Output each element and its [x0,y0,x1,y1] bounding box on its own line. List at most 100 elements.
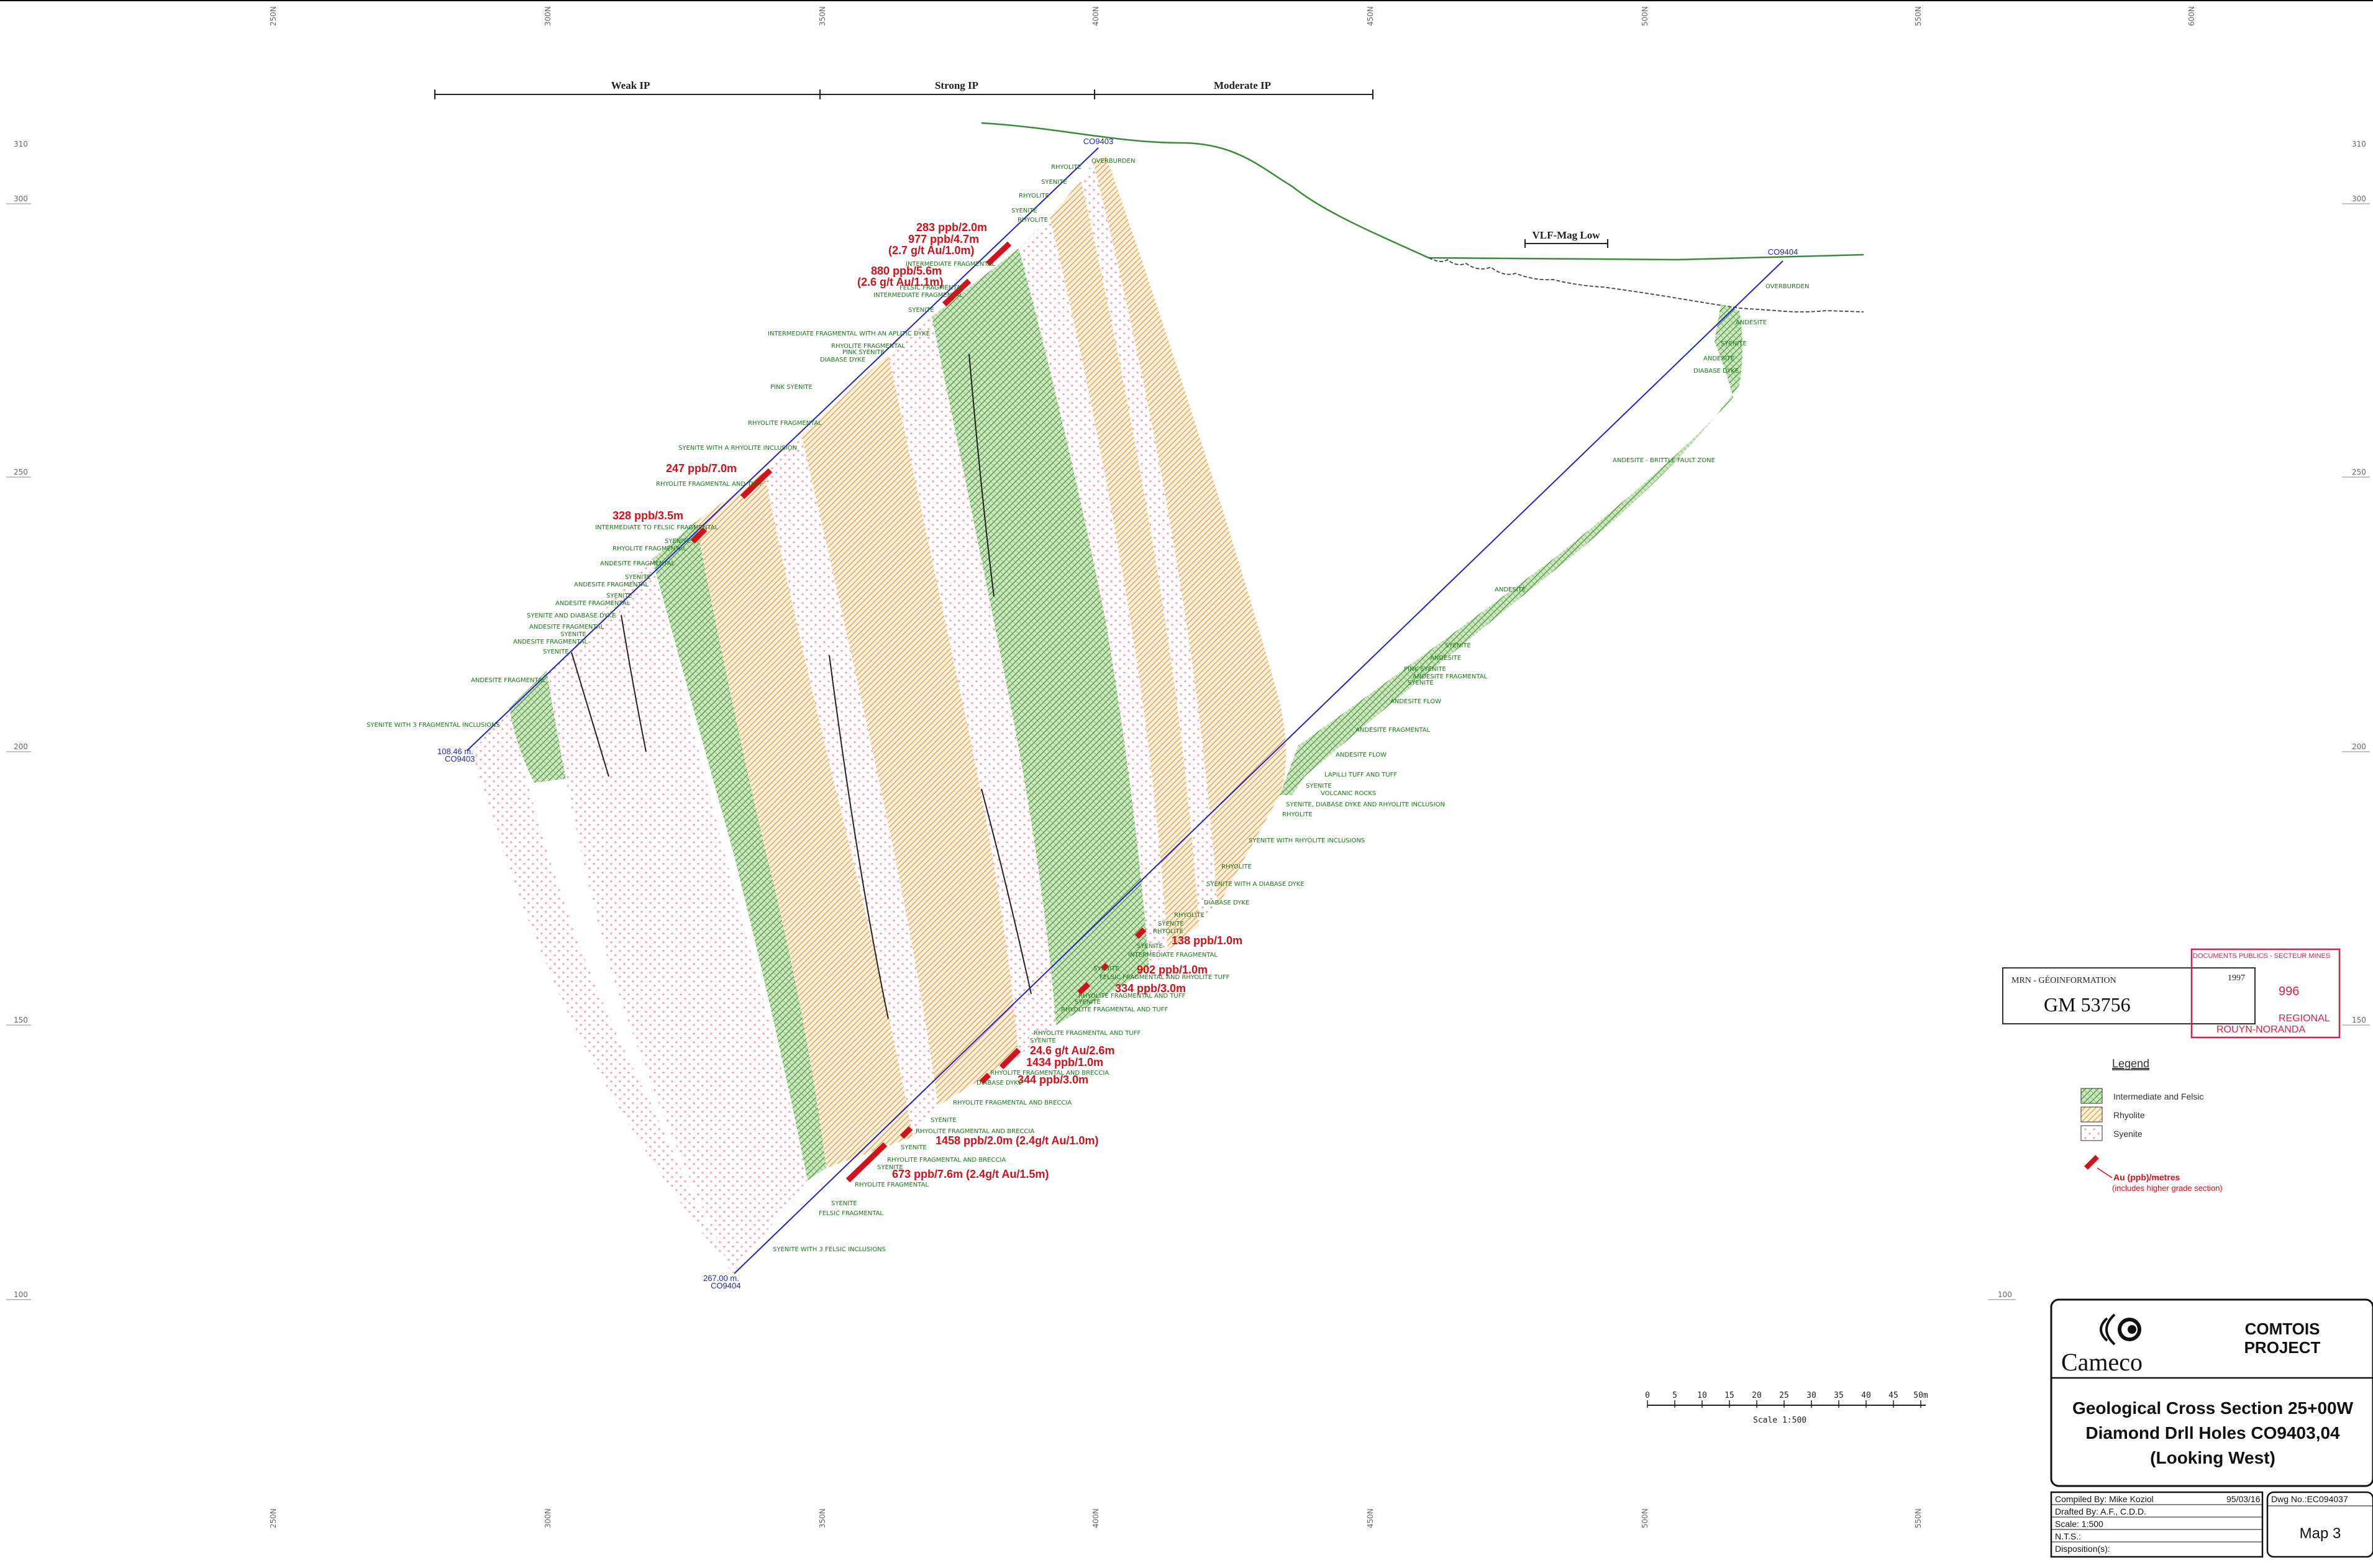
geology-label: RHYOLITE FRAGMENTAL AND TUFF [1078,993,1185,1000]
assay-label: 334 ppb/3.0m [1115,982,1186,995]
geology-label: INTERMEDIATE FRAGMENTAL [873,292,963,299]
scale-label: Scale 1:500 [1753,1416,1806,1425]
assay-labels: 283 ppb/2.0m 977 ppb/4.7m (2.7 g/t Au/1.… [613,221,1242,1180]
geology-label: ANDESITE - BRITTLE FAULT ZONE [1613,457,1715,464]
geology-label: INTERMEDIATE FRAGMENTAL [1128,952,1218,959]
geology-label: SYENITE [1075,999,1101,1006]
assay-label: 247 ppb/7.0m [666,462,737,475]
legend-swatch-syenite [2080,1125,2103,1141]
geology-label: DIABASE DYKE [820,357,865,363]
strong-ip-label: Strong IP [935,80,978,91]
top-tick: 350N [818,6,827,26]
assay-label: 880 ppb/5.6m [871,265,942,277]
vlf-mag-low-label: VLF-Mag Low [1532,229,1600,241]
geology-label: SYENITE WITH A DIABASE DYKE [1206,881,1305,888]
assay-label: 1434 ppb/1.0m [1026,1056,1103,1069]
legend-swatch-rhyolite [2080,1106,2103,1123]
bottom-tick: 450N [1366,1508,1375,1528]
compiled-date: 95/03/16 [2226,1494,2261,1504]
geology-label: SYENITE [931,1117,957,1124]
project-line1: COMTOIS [2245,1320,2320,1338]
geology-label: ANDESITE FRAGMENTAL [574,581,649,588]
stamp-red-line3: REGIONAL [2279,1013,2330,1024]
syenite-unit [764,435,938,1137]
ip-response-bar: Weak IP Strong IP Moderate IP [434,80,1373,99]
geology-label: ANDESITE FLOW [1390,698,1441,705]
map-number: Map 3 [2300,1525,2341,1542]
left-tick: 150 [14,1016,28,1024]
top-tick: 600N [2187,6,2196,26]
stamp-org: MRN - GÉOINFORMATION [2011,975,2116,985]
geology-label: SYENITE [1306,783,1332,790]
geology-label: INTERMEDIATE FRAGMENTAL WITH AN APLITIC … [768,330,930,337]
syenite-unit [888,317,1056,1056]
au-intercept-bar [1100,962,1109,972]
geology-label: ANDESITE FRAGMENTAL [1355,727,1431,734]
rhyolite-unit [696,472,913,1168]
geology-label: RHYOLITE [1221,864,1252,870]
scale-tick-label: 35 [1834,1391,1844,1400]
au-intercept-bar [999,1047,1021,1070]
moderate-ip-label: Moderate IP [1214,80,1271,91]
geology-label: SYENITE, DIABASE DYKE AND RHYOLITE INCLU… [1286,801,1445,808]
hole-co9403-top-label: CO9403 [1083,137,1113,146]
assay-label: (2.6 g/t Au/1.1m) [857,276,943,288]
scale-tick-label: 10 [1697,1391,1707,1400]
geology-label: SYENITE [1445,642,1471,649]
legend-au-note: (includes higher grade section) [2112,1183,2223,1193]
assay-label: 24.6 g/t Au/2.6m [1030,1044,1114,1057]
legend-au-swatch [2084,1155,2099,1170]
right-grid-ticks: 310 300 250 200 150 100 [1988,140,2370,1300]
geology-label: RHYOLITE [1153,928,1183,935]
geology-label: INTERMEDIATE FRAGMENTAL [906,261,995,268]
cameco-logo-icon [2100,1313,2141,1346]
assay-label: 344 ppb/3.0m [1018,1073,1088,1086]
scale-tick-label: 50m [1913,1391,1928,1400]
geology-label: SYENITE [877,1164,903,1171]
scale-tick-label: 15 [1724,1391,1734,1400]
geology-label: SYENITE [543,649,569,655]
hole-co9403-end-name: CO9403 [445,754,475,763]
rhyolite-unit [1050,180,1199,950]
hole-co9404-end-depth: 267.00 m. [703,1274,739,1283]
geology-label: RHYOLITE FRAGMENTAL AND BRECCIA [990,1070,1109,1077]
stamp-red-line4: ROUYN-NORANDA [2216,1024,2305,1035]
legend-item-label: Rhyolite [2113,1110,2145,1120]
geology-label: ANDESITE FRAGMENTAL [555,600,631,607]
scale-tick-label: 20 [1752,1391,1762,1400]
geology-label: OVERBURDEN [1091,158,1135,165]
geology-label: SYENITE [901,1144,927,1151]
au-intercept-bar [942,278,972,307]
geology-label: SYENITE WITH RHYOLITE INCLUSIONS [1249,837,1365,844]
geology-label: ANDESITE FRAGMENTAL [1413,673,1488,680]
geology-label: SYENITE [665,538,691,545]
geology-label: ANDESITE FRAGMENTAL [600,560,675,567]
rhyolite-unit [1093,155,1286,907]
right-tick: 150 [2352,1016,2366,1024]
legend-title: Legend [2112,1057,2149,1070]
right-tick: 100 [1998,1290,2012,1299]
stamp-year: 1997 [2228,973,2245,983]
top-tick: 500N [1641,6,1649,26]
geology-label: RHYOLITE FRAGMENTAL AND BRECCIA [916,1128,1034,1135]
au-intercept-bar [740,468,773,499]
geology-label: PINK SYENITE [770,384,813,391]
au-intercept-bar [1077,982,1091,995]
drawing-title-line2: Diamond Drll Holes CO9403,04 [2085,1423,2340,1443]
geology-label: RHYOLITE [1174,912,1205,919]
geology-label: RHYOLITE FRAGMENTAL [613,545,686,552]
contact-line [571,652,609,777]
top-tick: 450N [1366,6,1375,26]
au-intercept-bar [1134,927,1147,939]
scale-tick-label: 30 [1806,1391,1816,1400]
assay-label: 977 ppb/4.7m [908,233,979,245]
geology-label: SYENITE [1158,921,1184,928]
bottom-tick: 250N [269,1508,278,1528]
geology-label: PINK SYENITE [842,349,885,356]
assay-label: 328 ppb/3.5m [613,509,683,522]
assay-label: 673 ppb/7.6m (2.4g/t Au/1.5m) [892,1168,1049,1180]
weak-ip-label: Weak IP [611,80,650,91]
left-tick: 310 [14,140,28,148]
scale-field: Scale: 1:500 [2055,1519,2103,1529]
scale-tick-label: 5 [1672,1391,1677,1400]
